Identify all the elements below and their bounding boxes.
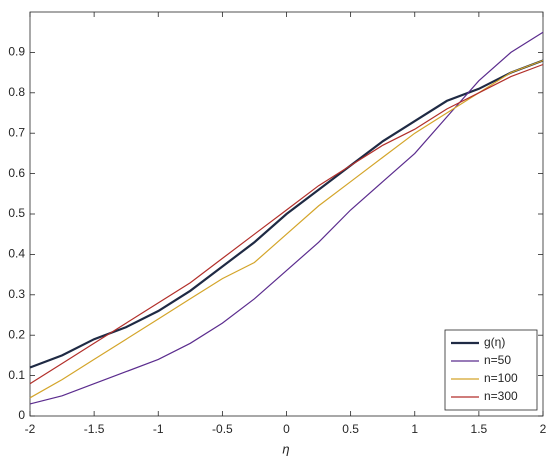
y-tick-label: 0.3 bbox=[8, 287, 25, 301]
x-tick-label: -0.5 bbox=[212, 422, 233, 436]
y-tick-label: 0.5 bbox=[8, 206, 25, 220]
x-tick-label: -1.5 bbox=[84, 422, 105, 436]
legend-label: g(η) bbox=[484, 335, 505, 349]
x-tick-label: 1.5 bbox=[471, 422, 488, 436]
x-tick-label: 0 bbox=[283, 422, 290, 436]
y-tick-label: 0.2 bbox=[8, 327, 25, 341]
x-tick-label: 0.5 bbox=[342, 422, 359, 436]
legend: g(η) n=50 n=100 n=300 bbox=[444, 329, 538, 411]
line bbox=[29, 59, 544, 399]
line bbox=[29, 59, 544, 369]
y-tick-label: 0.6 bbox=[8, 166, 25, 180]
x-tick-label: -2 bbox=[25, 422, 36, 436]
y-tick-label: 0.9 bbox=[8, 45, 25, 59]
line bbox=[29, 63, 544, 385]
legend-label: n=300 bbox=[484, 389, 518, 403]
x-tick-label: 1 bbox=[411, 422, 418, 436]
y-tick-label: 0.1 bbox=[8, 368, 25, 382]
line bbox=[29, 31, 544, 405]
legend-label: n=100 bbox=[484, 371, 518, 385]
x-tick-label: 2 bbox=[540, 422, 547, 436]
y-tick-label: 0.7 bbox=[8, 125, 25, 139]
x-tick-label: -1 bbox=[153, 422, 164, 436]
y-tick-label: 0.4 bbox=[8, 247, 25, 261]
legend-label: n=50 bbox=[484, 353, 511, 367]
y-tick-label: 0 bbox=[18, 408, 25, 422]
y-tick-label: 0.8 bbox=[8, 85, 25, 99]
x-axis-label: η bbox=[282, 441, 289, 456]
